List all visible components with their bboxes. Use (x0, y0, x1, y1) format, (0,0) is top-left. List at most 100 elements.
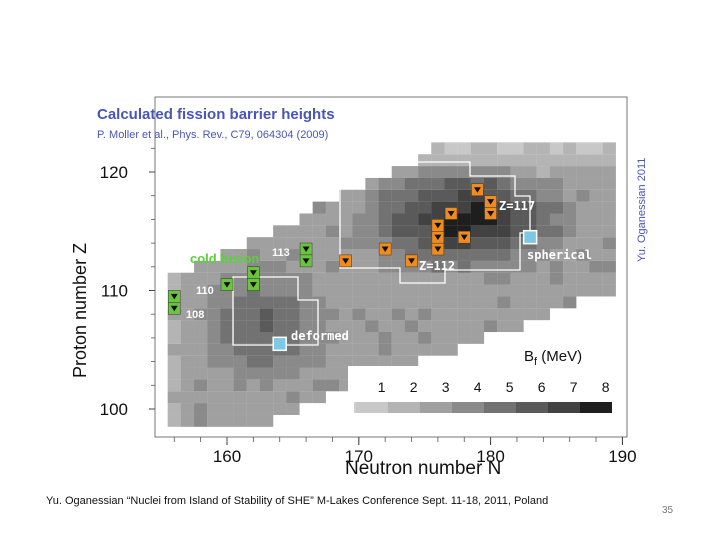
heatmap-cell (563, 154, 577, 167)
heatmap-cell (602, 189, 616, 202)
heatmap-cell (273, 379, 287, 392)
heatmap-cell (602, 177, 616, 190)
heatmap-cell (180, 379, 195, 392)
heatmap-cell (167, 272, 181, 285)
heatmap-cell (233, 296, 247, 309)
heatmap-cell (220, 343, 234, 356)
heatmap-cell (246, 403, 261, 415)
heatmap-cell (339, 237, 353, 250)
heatmap-cell (470, 166, 485, 178)
heatmap-cell (352, 272, 366, 285)
heatmap-cell (207, 308, 221, 321)
heatmap-cell (259, 331, 274, 344)
heatmap-cell (563, 225, 577, 238)
heatmap-cell (207, 391, 221, 404)
heatmap-cell (470, 249, 485, 261)
heatmap-cell (457, 260, 471, 273)
heatmap-cell (497, 154, 511, 167)
heatmap-cell (549, 249, 564, 261)
heatmap-cell (497, 177, 511, 190)
heatmap-cell (497, 166, 511, 178)
heatmap-cell (444, 225, 458, 238)
heatmap-cell (457, 249, 471, 261)
heatmap-cell (510, 272, 524, 285)
heatmap-cell (418, 177, 432, 190)
heatmap-cell (259, 272, 274, 285)
heatmap-cell (378, 189, 392, 202)
heatmap-cell (602, 237, 616, 250)
heatmap-cell (312, 355, 326, 368)
orange-nucleus-marker (487, 210, 495, 217)
legend-color-swatch (452, 402, 484, 413)
heatmap-cell (457, 189, 471, 202)
heatmap-cell (312, 260, 326, 273)
heatmap-cell (220, 249, 234, 261)
heatmap-cell (510, 166, 524, 178)
deformed-region-outline (232, 276, 319, 346)
heatmap-cell (220, 414, 234, 427)
heatmap-cell (207, 343, 221, 356)
heatmap-cell (339, 308, 353, 321)
heatmap-cell (339, 189, 353, 202)
heatmap-cell (431, 331, 445, 344)
x-axis-label: Neutron number N (345, 458, 502, 479)
heatmap-cell (180, 284, 195, 297)
heatmap-cell (365, 213, 379, 226)
green-nucleus-marker (170, 305, 178, 312)
heatmap-cell (207, 379, 221, 392)
heatmap-cell (246, 367, 261, 380)
green-nucleus-marker (302, 258, 310, 264)
heatmap-cell (431, 189, 445, 202)
legend-color-swatch (484, 402, 516, 413)
label-z112: Z=112 (419, 259, 456, 273)
heatmap-cell (431, 284, 445, 297)
heatmap-cell (273, 225, 287, 238)
heatmap-cell (339, 213, 353, 226)
heatmap-cell (299, 391, 313, 404)
heatmap-cell (246, 379, 261, 392)
heatmap-cell (378, 272, 392, 285)
heatmap-cell (484, 225, 498, 238)
heatmap-cell (523, 296, 537, 309)
label-z110: 110 (196, 285, 214, 297)
heatmap-cell (404, 272, 419, 285)
y-tick-label: 120 (100, 163, 128, 182)
heatmap-cell (444, 166, 458, 178)
heatmap-cell (497, 189, 511, 202)
heatmap-cell (194, 343, 208, 356)
heatmap-cell (563, 296, 577, 309)
heatmap-cell (286, 379, 300, 392)
heatmap-cell (339, 379, 353, 392)
green-nucleus-marker (249, 282, 257, 288)
heatmap-cell (312, 308, 326, 321)
heatmap-cell (431, 177, 445, 190)
heatmap-cell (549, 213, 564, 226)
heatmap-cell (286, 260, 300, 273)
heatmap-cell (418, 284, 432, 297)
heatmap-cell (233, 260, 247, 273)
legend-title: Bf (MeV) (524, 348, 582, 368)
heatmap-cell (457, 177, 471, 190)
y-tick-label: 110 (101, 282, 128, 301)
heatmap-cell (576, 249, 590, 261)
heatmap-cell (457, 154, 471, 167)
heatmap-cell (510, 284, 524, 297)
heatmap-cell (220, 403, 234, 415)
heatmap-cell (602, 201, 616, 214)
heatmap-cell (207, 355, 221, 368)
heatmap-cell (444, 343, 458, 356)
heatmap-cell (259, 320, 274, 333)
heatmap-cell (431, 320, 445, 333)
heatmap-cell (286, 225, 300, 238)
heatmap-cell (312, 367, 326, 380)
heatmap-cell (352, 201, 366, 214)
heatmap-cell (352, 343, 366, 356)
heatmap-cell (457, 201, 471, 214)
author-credit: Yu. Oganessian 2011 (636, 157, 648, 262)
heatmap-cell (286, 308, 300, 321)
heatmap-cell (418, 296, 432, 309)
heatmap-cell (233, 379, 247, 392)
heatmap-cell (589, 201, 603, 214)
x-tick-label: 160 (213, 447, 241, 466)
